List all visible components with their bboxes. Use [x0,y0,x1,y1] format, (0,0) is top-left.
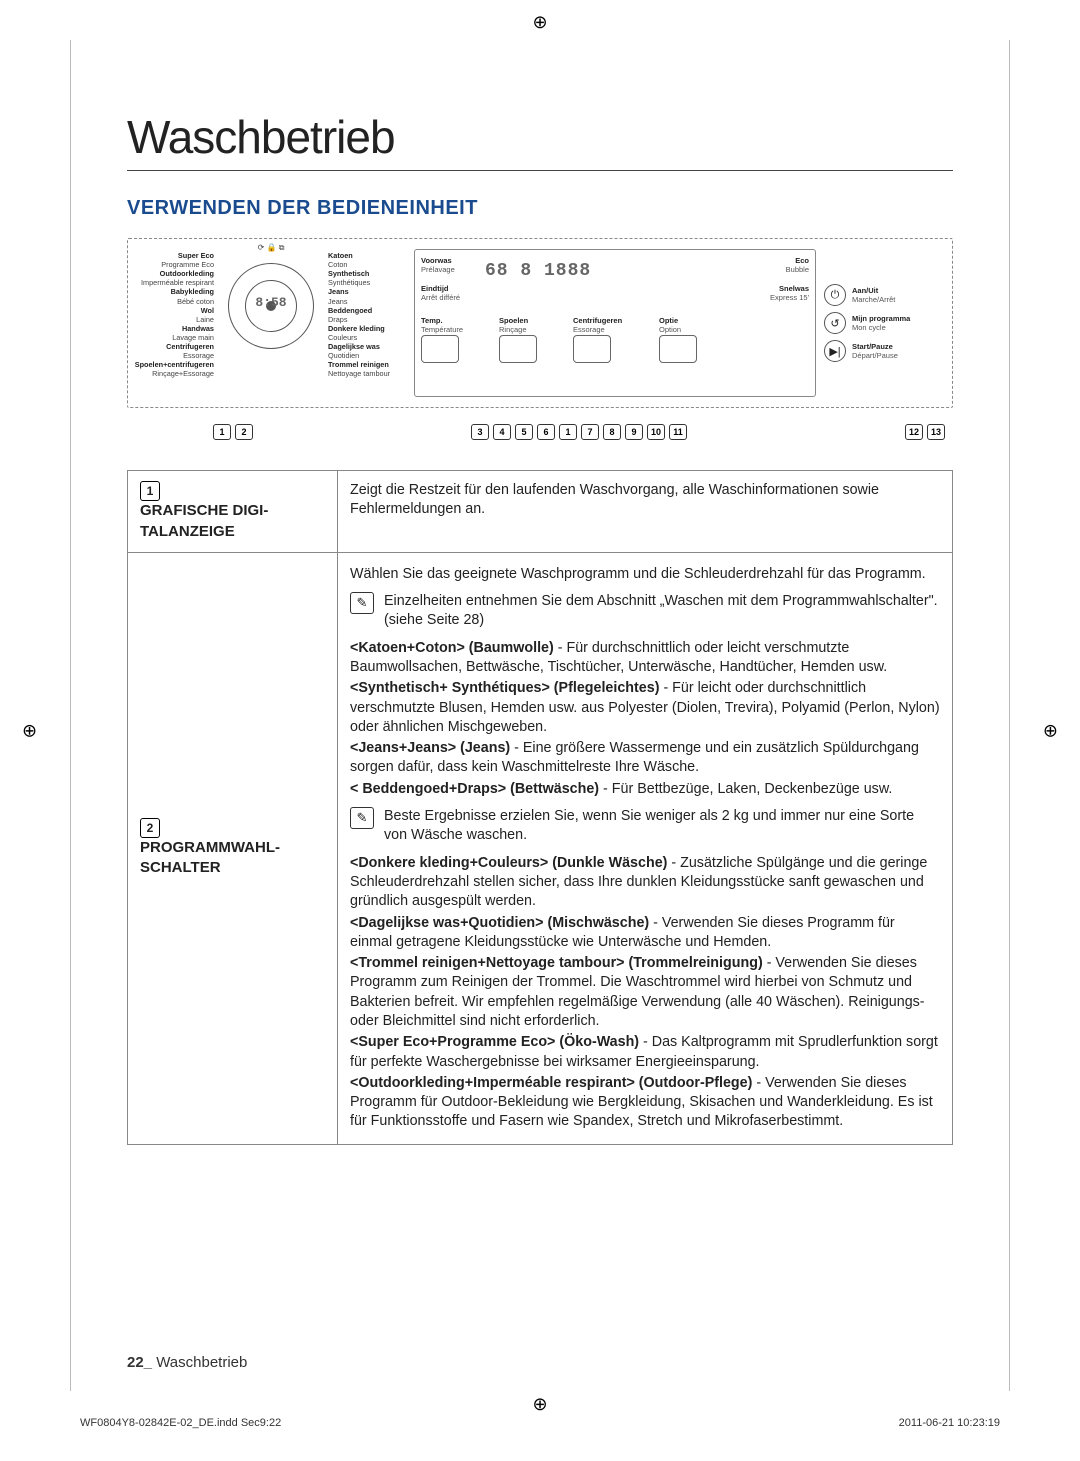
desc-digital-display: Zeigt die Restzeit für den laufenden Was… [338,471,953,553]
print-timestamp: 2011-06-21 10:23:19 [899,1417,1000,1429]
label-program-selector: PROGRAMMWAHL­SCHALTER [140,838,325,879]
dial-label: Donkere kledingCouleurs [328,324,414,342]
dial-label: BabykledingBébé coton [128,287,214,305]
dial-label: HandwasLavage main [128,324,214,342]
side-buttons: ⏻Aan/UitMarche/Arrêt ↺Mijn programmaMon c… [824,249,944,397]
dial-label: Super EcoProgramme Eco [128,251,214,269]
dial-label: CentrifugerenEssorage [128,342,214,360]
label-eco-bubble: EcoBubble [786,256,809,275]
button-icon: ▶| [824,340,846,362]
section-heading: VERWENDEN DER BEDIENEINHEIT [127,197,953,220]
page-footer: 22_ Waschbetrieb [127,1354,247,1371]
note-icon: ✎ [350,592,374,614]
dial-label: Spoelen+centrifugerenRinçage+Essorage [128,360,214,378]
dial-timer: 8:58 [255,295,286,310]
program-dial-region: ⟳ 🔒 ⧉ 8:58 Super EcoProgramme EcoOutdoor… [136,249,406,397]
label-snelwas: SnelwasExpress 15' [770,284,809,303]
callout-number: 2 [235,424,253,440]
callout-number: 6 [537,424,555,440]
crop-mark-left: ⊕ [22,720,37,741]
prog-beddengoed: < Beddengoed+Draps> (Bettwäsche) - Für B… [350,780,940,799]
prog-outdoor: <Outdoorkleding+Imperméable respirant> (… [350,1074,940,1132]
label-centrifugeren: CentrifugerenEssorage [573,316,622,365]
callout-number: 3 [471,424,489,440]
callout-number: 9 [625,424,643,440]
prog-donkere: <Donkere kleding+Couleurs> (Dunkle Wäsch… [350,854,940,912]
side-button: ↺Mijn programmaMon cycle [824,312,944,334]
dial-label: KatoenCoton [328,251,414,269]
page-title: Waschbetrieb [127,110,953,171]
dial-labels-right: KatoenCotonSynthetischSynthétiquesJeansJ… [328,251,414,379]
crop-mark-bottom: ⊕ [532,1394,547,1415]
segment-display: 68 8 1888 [485,260,591,283]
dial-label: WolLaine [128,306,214,324]
callout-number: 7 [581,424,599,440]
button-icon: ⏻ [824,284,846,306]
label-voorwas: VoorwasPrélavage [421,256,455,275]
prog-synthetisch: <Synthetisch+ Synthétiques> (Pflegeleich… [350,679,940,737]
dial-label: SynthetischSynthétiques [328,269,414,287]
prog-katoen: <Katoen+Coton> (Baumwolle) - Für durchsc… [350,639,940,678]
side-button: ▶|Start/PauzeDépart/Pause [824,340,944,362]
note-1-text: Einzelheiten entnehmen Sie dem Abschnitt… [384,592,940,631]
callout-number: 1 [559,424,577,440]
crop-mark-right: ⊕ [1043,720,1058,741]
dial-label: BeddengoedDraps [328,306,414,324]
button-icon: ↺ [824,312,846,334]
row-program-selector: 2 PROGRAMMWAHL­SCHALTER Wählen Sie das g… [128,552,953,1144]
note-1: ✎ Einzelheiten entnehmen Sie dem Abschni… [350,592,940,631]
desc-program-selector: Wählen Sie das geeignete Waschprogramm u… [338,552,953,1144]
label-digital-display: GRAFISCHE DIGI­TALANZEIGE [140,501,325,542]
label-optie: OptieOption [659,316,697,365]
callout-number: 11 [669,424,687,440]
digital-display-region: VoorwasPrélavage 68 8 1888 EcoBubble Ein… [414,249,816,397]
callout-number: 5 [515,424,533,440]
note-2-text: Beste Ergebnisse erzielen Sie, wenn Sie … [384,807,940,846]
label-spoelen: SpoelenRinçage [499,316,537,365]
dial-label: Trommel reinigenNettoyage tambour [328,360,414,378]
dial-label: OutdoorkledingImperméable respirant [128,269,214,287]
callout-numbers-row: 123456178910111213 [127,418,953,440]
prog-supereco: <Super Eco+Programme Eco> (Öko-Wash) - D… [350,1033,940,1072]
side-button: ⏻Aan/UitMarche/Arrêt [824,284,944,306]
marker-2: 2 [140,818,160,838]
callout-number: 13 [927,424,945,440]
label-eindtijd: EindtijdArrêt différé [421,284,460,303]
callout-number: 1 [213,424,231,440]
dial-label: JeansJeans [328,287,414,305]
prog-jeans: <Jeans+Jeans> (Jeans) - Eine größere Was… [350,739,940,778]
row-digital-display: 1 GRAFISCHE DIGI­TALANZEIGE Zeigt die Re… [128,471,953,553]
dial-labels-left: Super EcoProgramme EcoOutdoorkledingImpe… [128,251,214,379]
callout-number: 10 [647,424,665,440]
marker-1: 1 [140,481,160,501]
page-content: Waschbetrieb VERWENDEN DER BEDIENEINHEIT… [70,40,1010,1391]
intro-text: Wählen Sie das geeignete Waschprogramm u… [350,565,940,584]
callout-number: 12 [905,424,923,440]
note-2: ✎ Beste Ergebnisse erzielen Sie, wenn Si… [350,807,940,846]
note-icon: ✎ [350,807,374,829]
crop-mark-top: ⊕ [532,12,547,33]
definitions-table: 1 GRAFISCHE DIGI­TALANZEIGE Zeigt die Re… [127,470,953,1145]
control-panel-diagram: ⟳ 🔒 ⧉ 8:58 Super EcoProgramme EcoOutdoor… [127,238,953,408]
dial-icons: ⟳ 🔒 ⧉ [258,243,285,253]
callout-number: 4 [493,424,511,440]
label-temp: Temp.Température [421,316,463,365]
print-filename: WF0804Y8-02842E-02_DE.indd Sec9:22 [80,1417,281,1429]
dial-label: Dagelijkse wasQuotidien [328,342,414,360]
callout-number: 8 [603,424,621,440]
prog-dagelijkse: <Dagelijkse was+Quotidien> (Mischwäsche)… [350,914,940,953]
prog-trommel: <Trommel reinigen+Nettoyage tambour> (Tr… [350,954,940,1031]
